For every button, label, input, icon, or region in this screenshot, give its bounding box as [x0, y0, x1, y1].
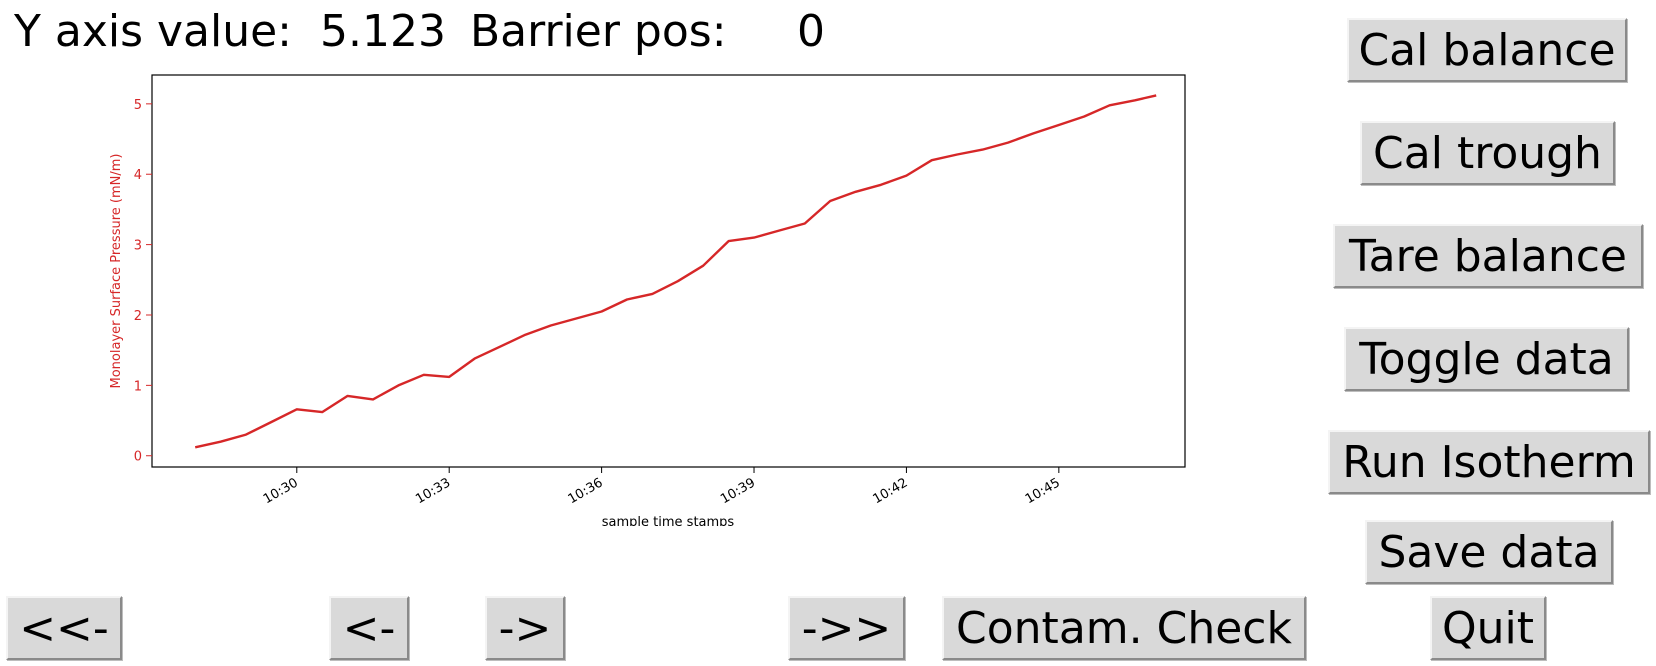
save-data-button[interactable]: Save data	[1365, 520, 1613, 584]
x-tick-label: 10:33	[413, 475, 453, 507]
tare-balance-button[interactable]: Tare balance	[1333, 224, 1643, 288]
x-tick-label: 10:45	[1023, 475, 1063, 507]
cal-balance-button[interactable]: Cal balance	[1347, 18, 1627, 82]
first-page-button[interactable]: <<-	[6, 596, 122, 660]
prev-page-button[interactable]: <-	[329, 596, 409, 660]
y-axis-value: 5.123	[320, 6, 446, 57]
toggle-data-button[interactable]: Toggle data	[1344, 327, 1629, 391]
y-tick-label: 1	[134, 379, 142, 394]
pressure-chart: 0 1 2 3 4 5 10:30 10:33 10:36 10:39 10:42 10:45 Mo…	[109, 74, 1186, 526]
contam-check-button[interactable]: Contam. Check	[942, 596, 1306, 660]
pressure-series-line	[194, 94, 1157, 449]
next-page-button[interactable]: ->	[485, 596, 565, 660]
y-tick-label: 2	[134, 309, 142, 324]
y-axis-value-label: Y axis value:	[14, 6, 293, 57]
y-tick-label: 5	[134, 98, 142, 113]
x-axis-label: sample time stamps	[602, 515, 735, 526]
y-tick-label: 3	[134, 239, 142, 254]
barrier-pos-label: Barrier pos:	[470, 6, 727, 57]
y-tick-label: 4	[134, 168, 142, 183]
x-tick-label: 10:36	[566, 475, 606, 507]
barrier-pos-value: 0	[797, 6, 825, 57]
cal-trough-button[interactable]: Cal trough	[1360, 121, 1615, 185]
run-isotherm-button[interactable]: Run Isotherm	[1328, 430, 1650, 494]
x-tick-label: 10:42	[870, 475, 910, 507]
x-tick-label: 10:30	[261, 475, 301, 507]
x-tick-label: 10:39	[718, 475, 758, 507]
y-axis-label: Monolayer Surface Pressure (mN/m)	[109, 154, 124, 389]
quit-button[interactable]: Quit	[1430, 596, 1546, 660]
y-tick-label: 0	[134, 450, 142, 465]
last-page-button[interactable]: ->>	[788, 596, 905, 660]
